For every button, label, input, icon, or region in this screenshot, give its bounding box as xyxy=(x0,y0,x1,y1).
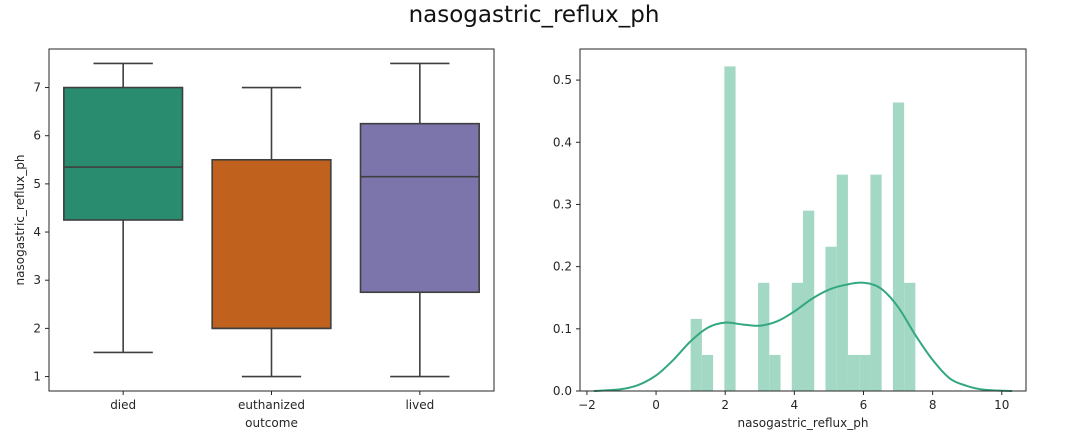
histogram-bar xyxy=(724,66,736,391)
y-tick-label: 0.0 xyxy=(553,384,572,398)
histogram-bar xyxy=(791,282,803,391)
x-tick-label: lived xyxy=(405,398,434,412)
x-tick-label: euthanized xyxy=(238,398,305,412)
boxplot-marks xyxy=(63,62,480,378)
histogram-bar xyxy=(904,282,916,391)
histogram-bar xyxy=(836,174,848,391)
box-lived xyxy=(359,122,480,294)
boxplot-x-axis-label: outcome xyxy=(245,416,298,430)
histogram-bar xyxy=(870,174,882,391)
y-tick-label: 0.4 xyxy=(553,135,572,149)
y-tick-label: 6 xyxy=(33,129,41,143)
x-tick-label: 4 xyxy=(791,398,799,412)
boxplot-y-ticks: 1 2 3 4 5 6 7 xyxy=(33,81,49,384)
y-tick-label: 0.5 xyxy=(553,73,572,87)
x-tick-label: 6 xyxy=(860,398,868,412)
histogram-bar xyxy=(701,354,714,391)
boxplot-x-ticks: died euthanized lived xyxy=(110,391,434,412)
figure-title: nasogastric_reflux_ph xyxy=(408,2,660,28)
y-tick-label: 4 xyxy=(33,225,41,239)
y-tick-label: 7 xyxy=(33,81,41,95)
histogram-bar xyxy=(758,282,770,391)
histogram-x-axis-label: nasogastric_reflux_ph xyxy=(738,416,869,430)
histogram-bar xyxy=(769,354,781,391)
box-died xyxy=(63,86,184,221)
boxplot-y-axis-label: nasogastric_reflux_ph xyxy=(13,155,27,286)
histogram-axes-frame xyxy=(579,48,1027,392)
histogram-panel: 0.0 0.1 0.2 0.3 0.4 0.5 −2 0 2 4 6 8 10 nasogastric… xyxy=(553,48,1027,430)
histogram-bar xyxy=(892,102,905,391)
y-tick-label: 0.1 xyxy=(553,322,572,336)
x-tick-label: −2 xyxy=(578,398,596,412)
y-tick-label: 3 xyxy=(33,273,41,287)
y-tick-label: 5 xyxy=(33,177,41,191)
x-tick-label: 0 xyxy=(652,398,660,412)
histogram-bar xyxy=(847,354,860,391)
boxplot-panel: 1 2 3 4 5 6 7 died euthanized lived nasogastric_… xyxy=(13,48,495,430)
histogram-bar xyxy=(825,246,837,391)
x-tick-label: 2 xyxy=(721,398,729,412)
y-tick-label: 1 xyxy=(33,370,41,384)
x-tick-label: 10 xyxy=(994,398,1009,412)
kde-curve xyxy=(593,281,1013,392)
y-tick-label: 2 xyxy=(33,321,41,335)
histogram-y-ticks: 0.0 0.1 0.2 0.3 0.4 0.5 xyxy=(553,73,580,398)
histogram-bar xyxy=(859,354,871,391)
histogram-x-ticks: −2 0 2 4 6 8 10 xyxy=(578,391,1009,412)
y-tick-label: 0.2 xyxy=(553,260,572,274)
y-tick-label: 0.3 xyxy=(553,197,572,211)
histogram-bars xyxy=(690,66,916,391)
histogram-bar xyxy=(690,318,702,391)
box-euthanized xyxy=(211,158,332,330)
x-tick-label: died xyxy=(110,398,136,412)
x-tick-label: 8 xyxy=(929,398,937,412)
